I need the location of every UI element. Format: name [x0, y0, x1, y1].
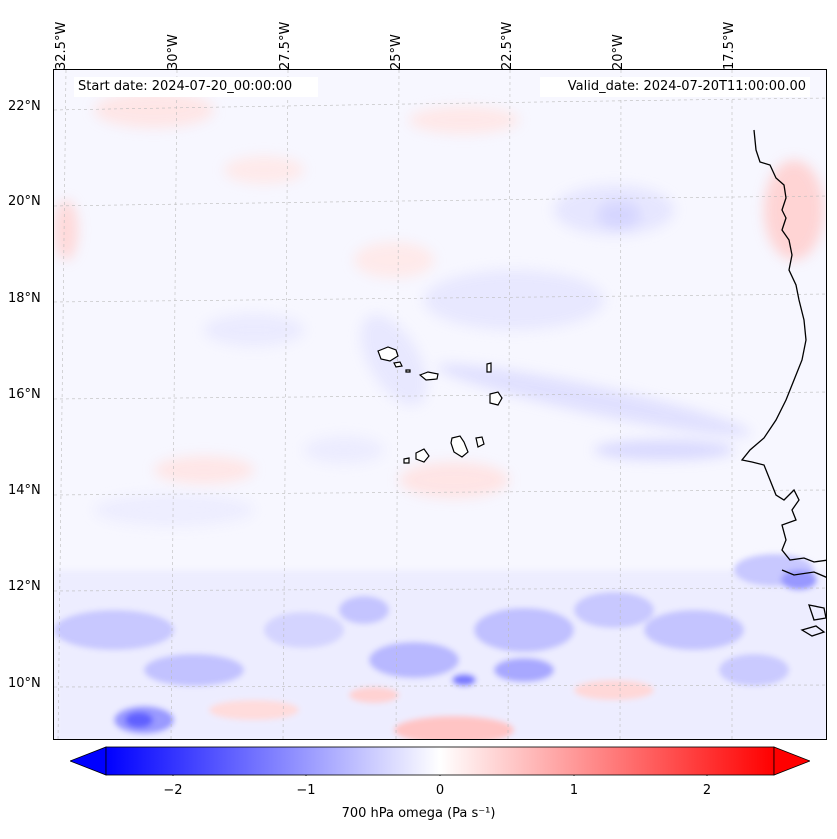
lon-label-25w: 25°W — [389, 34, 404, 70]
lon-label-27-5w: 27.5°W — [278, 21, 293, 70]
omega-map — [53, 69, 827, 740]
colorbar-label: 700 hPa omega (Pa s⁻¹) — [341, 806, 496, 821]
colorbar — [70, 746, 810, 776]
valid-date-label: Valid_date: 2024-07-20T11:00:00.00 — [540, 77, 810, 97]
lon-label-22-5w: 22.5°W — [500, 21, 515, 70]
lon-label-20w: 20°W — [611, 34, 626, 70]
colorbar-tick-minus-1: −1 — [296, 783, 316, 798]
omega-field — [54, 70, 826, 739]
cape-verde-islands — [377, 346, 503, 464]
lat-label-16n: 16°N — [8, 387, 41, 402]
colorbar-extend-high — [773, 746, 810, 776]
lon-label-17-5w: 17.5°W — [722, 21, 737, 70]
colorbar-tick-2: 2 — [702, 783, 712, 798]
start-date-label: Start date: 2024-07-20_00:00:00 — [74, 77, 318, 97]
lat-label-14n: 14°N — [8, 483, 41, 498]
colorbar-tick-minus-2: −2 — [163, 783, 183, 798]
lat-label-10n: 10°N — [8, 676, 41, 691]
lon-label-32-5w: 32.5°W — [54, 21, 69, 70]
colorbar-tick-0: 0 — [435, 783, 445, 798]
coastline-africa — [740, 129, 826, 637]
lat-label-22n: 22°N — [8, 99, 41, 114]
lat-label-18n: 18°N — [8, 291, 41, 306]
lon-label-30w: 30°W — [166, 34, 181, 70]
lat-label-20n: 20°N — [8, 194, 41, 209]
colorbar-tick-1: 1 — [569, 783, 579, 798]
lat-label-12n: 12°N — [8, 579, 41, 594]
colorbar-extend-low — [70, 746, 107, 776]
